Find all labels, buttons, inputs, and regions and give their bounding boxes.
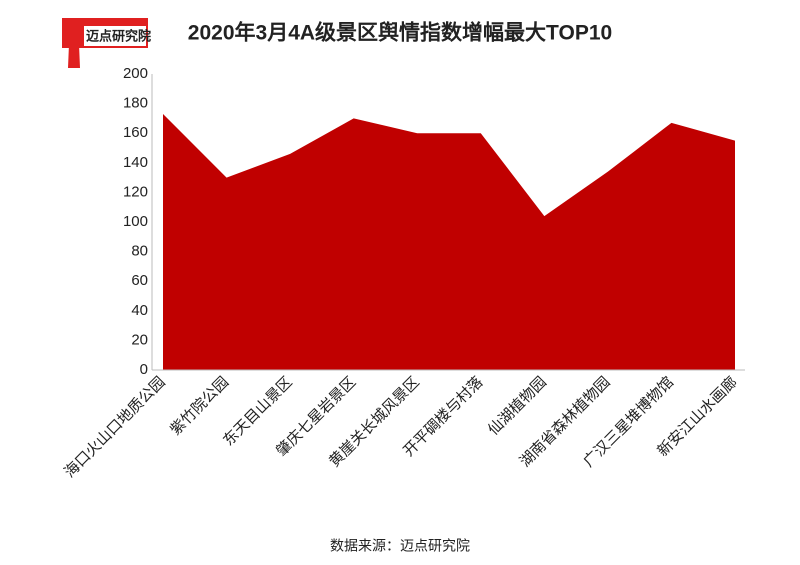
logo-tower <box>68 20 80 68</box>
y-tick-label: 80 <box>131 243 148 260</box>
y-tick-label: 120 <box>123 183 148 200</box>
y-tick-label: 0 <box>140 361 148 378</box>
y-tick-label: 200 <box>123 65 148 82</box>
y-tick-label: 20 <box>131 331 148 348</box>
logo-text: 迈点研究院 <box>86 28 151 43</box>
y-tick-label: 60 <box>131 272 148 289</box>
x-tick-label: 仙湖植物园 <box>485 374 550 439</box>
area <box>163 113 735 371</box>
source-note: 数据来源：迈点研究院 <box>330 538 470 554</box>
chart-title: 2020年3月4A级景区舆情指数增幅最大TOP10 <box>188 21 612 45</box>
logo: 迈点研究院 <box>62 18 151 68</box>
x-tick-label: 海口火山口地质公园 <box>61 374 168 481</box>
y-tick-label: 140 <box>123 154 148 171</box>
logo-bg <box>84 26 146 46</box>
y-tick-label: 40 <box>131 302 148 319</box>
y-tick-label: 160 <box>123 124 148 141</box>
y-tick-label: 100 <box>123 213 148 230</box>
x-tick-label: 紫竹院公园 <box>166 373 232 439</box>
y-tick-label: 180 <box>123 95 148 112</box>
